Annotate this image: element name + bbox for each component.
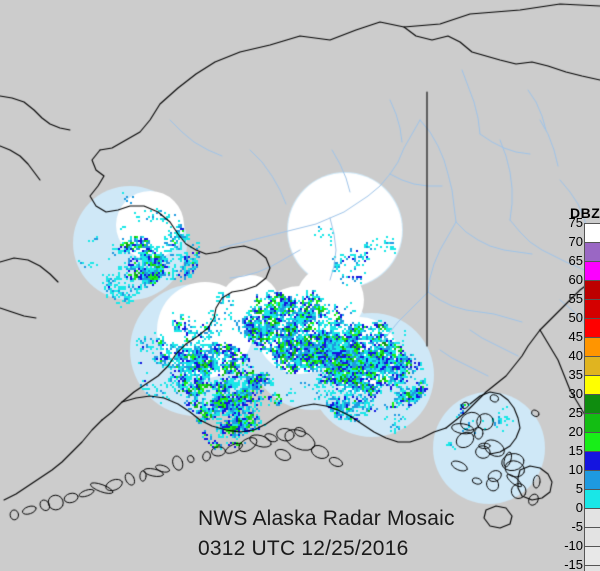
title-line-product: NWS Alaska Radar Mosaic bbox=[198, 507, 455, 530]
scale-label-70: 70 bbox=[568, 234, 583, 249]
scale-label-35: 35 bbox=[568, 367, 583, 382]
scale-cell-5: 5 bbox=[576, 481, 600, 509]
scale-cell-40: 40 bbox=[569, 348, 600, 376]
scale-cell-30: 30 bbox=[569, 386, 600, 414]
scale-label--15: -15 bbox=[564, 557, 583, 571]
scale-label-25: 25 bbox=[568, 405, 583, 420]
scale-label-65: 65 bbox=[568, 253, 583, 268]
scale-label-40: 40 bbox=[568, 348, 583, 363]
scale-cell-45: 45 bbox=[569, 329, 600, 357]
scale-title: DBZ bbox=[570, 205, 600, 221]
product-title: NWS Alaska Radar Mosaic 0312 UTC 12/25/2… bbox=[198, 504, 455, 564]
scale-cell-35: 35 bbox=[569, 367, 600, 395]
scale-cell-10: 10 bbox=[569, 462, 600, 490]
scale-cell--10: -10 bbox=[564, 538, 600, 566]
scale-cell-50: 50 bbox=[569, 310, 600, 338]
scale-label-0: 0 bbox=[575, 500, 583, 515]
scale-cell-65: 65 bbox=[569, 253, 600, 281]
scale-label-15: 15 bbox=[568, 443, 583, 458]
scale-label--5: -5 bbox=[571, 519, 583, 534]
scale-cell-70: 70 bbox=[569, 234, 600, 262]
scale-cell--5: -5 bbox=[571, 519, 600, 547]
scale-cell-0: 0 bbox=[576, 500, 600, 528]
scale-cell-55: 55 bbox=[569, 291, 600, 319]
scale-label--10: -10 bbox=[564, 538, 583, 553]
scale-label-10: 10 bbox=[568, 462, 583, 477]
scale-cell-75: 75 bbox=[569, 215, 600, 243]
scale-label-50: 50 bbox=[568, 310, 583, 325]
scale-label-45: 45 bbox=[568, 329, 583, 344]
scale-bar: 757065605550454035302520151050-5-10-15-2… bbox=[564, 215, 600, 571]
scale-label-60: 60 bbox=[568, 272, 583, 287]
scale-cell-60: 60 bbox=[569, 272, 600, 300]
scale-cell-20: 20 bbox=[569, 424, 600, 452]
scale-cell-25: 25 bbox=[569, 405, 600, 433]
scale-label-30: 30 bbox=[568, 386, 583, 401]
scale-label-75: 75 bbox=[568, 215, 583, 230]
scale-cell-15: 15 bbox=[569, 443, 600, 471]
scale-label-5: 5 bbox=[575, 481, 583, 496]
scale-label-20: 20 bbox=[568, 424, 583, 439]
scale-cell--15: -15 bbox=[564, 557, 600, 571]
scale-label-55: 55 bbox=[568, 291, 583, 306]
title-line-timestamp: 0312 UTC 12/25/2016 bbox=[198, 537, 409, 560]
